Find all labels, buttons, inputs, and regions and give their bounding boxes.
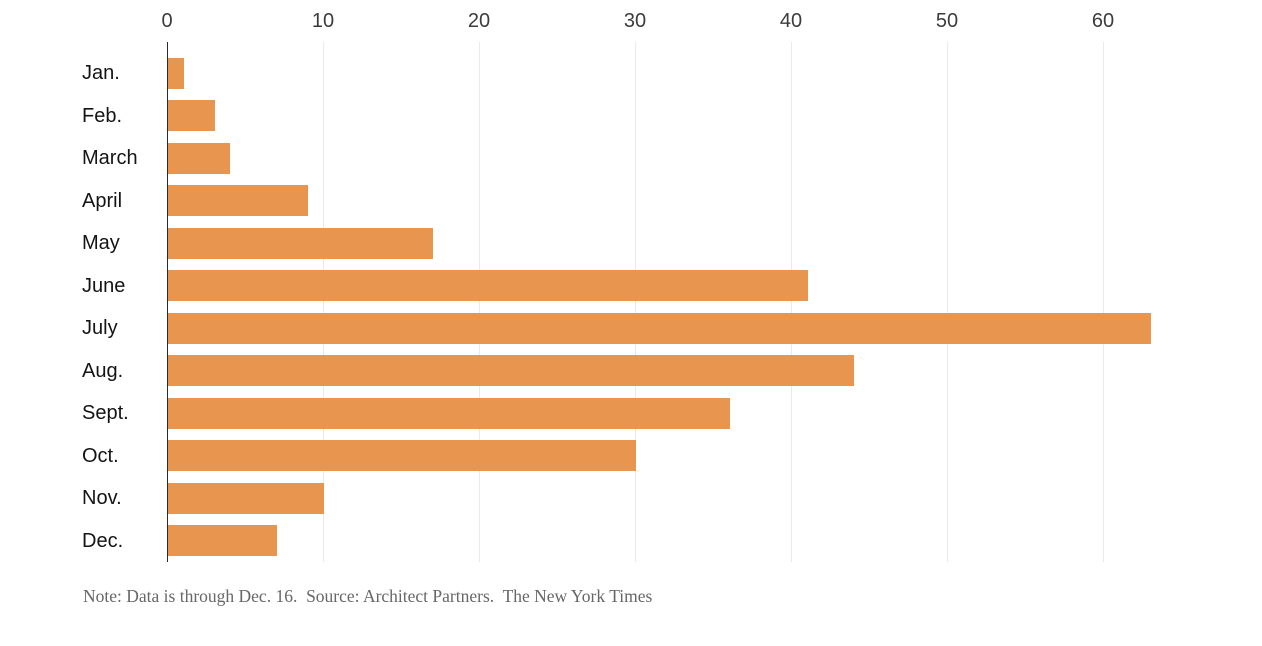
bar	[168, 355, 855, 386]
bar	[168, 142, 231, 174]
month-label: May	[82, 232, 120, 254]
month-label: Oct.	[82, 444, 119, 467]
bar-row: July	[82, 307, 1259, 350]
bar-row: March	[82, 137, 1259, 180]
bar-row: Aug.	[82, 350, 1259, 393]
bar	[168, 312, 1151, 344]
bar	[168, 100, 215, 131]
bar-row: Nov.	[82, 477, 1259, 520]
x-axis-tick-label: 60	[1091, 10, 1115, 32]
x-axis-tick-label: 20	[467, 10, 491, 32]
y-axis-line	[167, 42, 168, 562]
month-label: Dec.	[82, 529, 124, 552]
bar	[168, 397, 730, 429]
bar-row: Sept.	[82, 392, 1259, 435]
gridline	[323, 42, 324, 562]
x-axis-tick-label: 10	[311, 10, 335, 32]
bar	[168, 227, 434, 259]
month-label: Feb.	[82, 104, 123, 127]
month-label: March	[82, 147, 138, 169]
bar	[168, 525, 278, 556]
x-axis-tick-label: 50	[935, 10, 959, 32]
bar-row: Feb.	[82, 95, 1259, 138]
note-text: Note: Data is through Dec. 16. Source: A…	[83, 586, 653, 606]
month-label: Jan.	[82, 62, 120, 84]
plot-area: 0 10 20 30 40 50 60 Jan. Feb. March April May June Ju…	[82, 10, 1259, 563]
gridline	[635, 42, 636, 562]
x-axis-tick-label: 30	[623, 10, 647, 32]
month-label: Aug.	[82, 359, 124, 382]
month-label: April	[82, 189, 123, 212]
gridline	[1103, 42, 1104, 562]
bar	[168, 270, 808, 301]
bar-row: April	[82, 180, 1259, 223]
month-label: Sept.	[82, 402, 129, 424]
bar-row: Jan.	[82, 52, 1259, 95]
bar	[168, 482, 324, 514]
x-axis-tick-label: 0	[161, 10, 173, 32]
gridline	[947, 42, 948, 562]
bar	[168, 440, 636, 471]
month-label: Nov.	[82, 487, 122, 509]
month-label: June	[82, 274, 126, 297]
gridline	[791, 42, 792, 562]
bar	[168, 57, 184, 89]
bar	[168, 185, 309, 216]
bar-row: May	[82, 222, 1259, 265]
bar-row: June	[82, 265, 1259, 308]
x-axis-tick-label: 40	[779, 10, 803, 32]
month-label: July	[82, 317, 118, 339]
bar-row: Dec.	[82, 520, 1259, 563]
gridline	[479, 42, 480, 562]
bar-row: Oct.	[82, 435, 1259, 478]
